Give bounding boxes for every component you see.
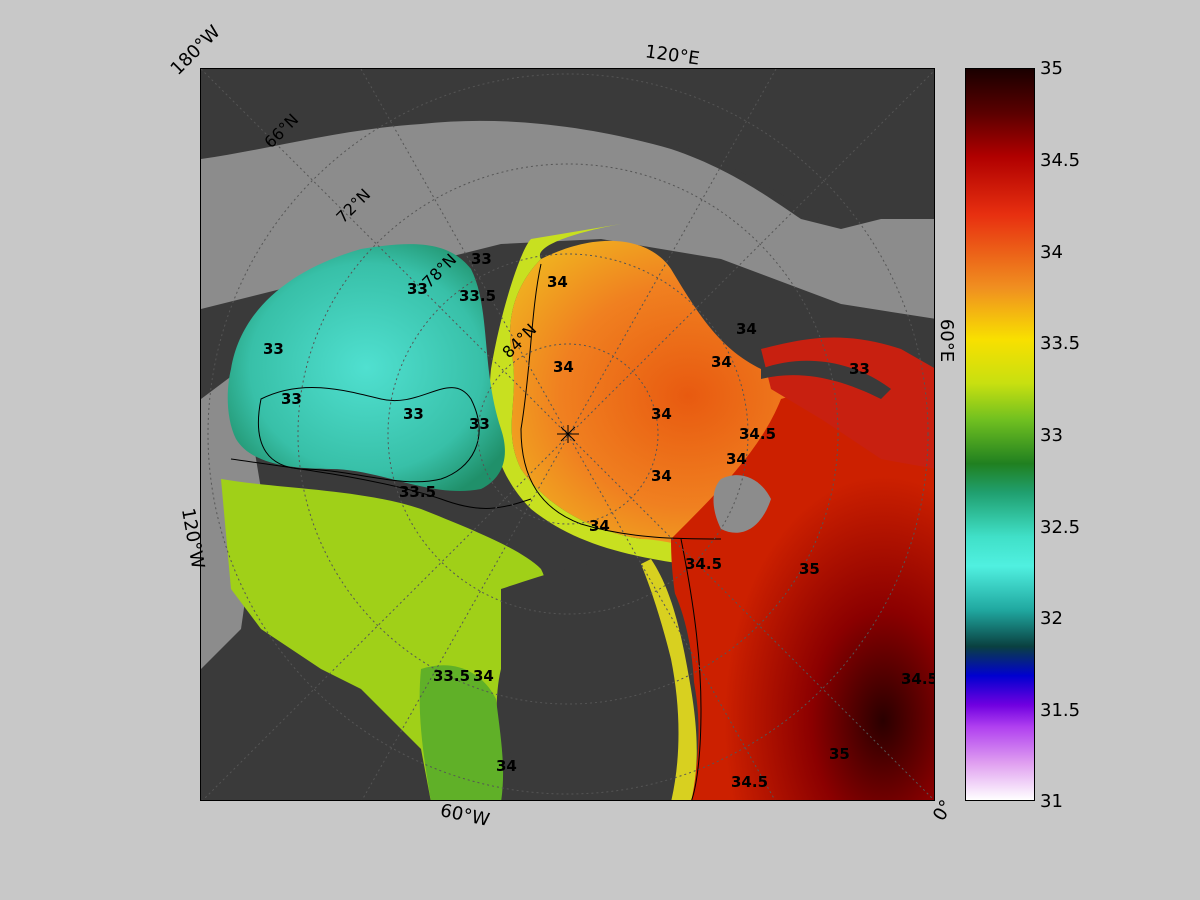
colorbar-tick: 32.5 (1040, 517, 1081, 538)
contour-label: 34 (473, 667, 494, 685)
map-panel: 66°N 72°N 78°N 84°N 33 33 33 33 33 33 33… (200, 68, 935, 801)
meridian-2 (202, 70, 934, 800)
greenland (501, 560, 695, 800)
contour-label: 34.5 (901, 670, 935, 688)
latitude-circle-72 (297, 163, 839, 705)
contour-label: 34 (553, 358, 574, 376)
contour-34 (520, 263, 722, 540)
colorbar-tick: 35 (1040, 58, 1063, 79)
contour-label: 33 (469, 415, 490, 433)
colorbar-tick: 32 (1040, 608, 1063, 629)
contour-label: 34 (496, 757, 517, 775)
salinity-map: 66°N 72°N 78°N 84°N 33 33 33 33 33 33 33… (201, 69, 935, 800)
contour-label: 33 (407, 280, 428, 298)
colorbar-tick: 34.5 (1040, 150, 1081, 171)
colorbar-tick: 31 (1040, 791, 1063, 812)
north-pole-marker (557, 425, 579, 443)
contour-label: 34 (589, 517, 610, 535)
colorbar-gradient (966, 69, 1034, 800)
novaya-zemlya (761, 360, 891, 399)
latitude-circle-66 (207, 73, 929, 795)
colorbar-tick: 33 (1040, 425, 1063, 446)
contour-label: 33.5 (399, 483, 436, 501)
meridian-1 (201, 69, 934, 800)
lon-label-120e: 120°E (643, 41, 701, 70)
contour-label: 34 (726, 450, 747, 468)
contour-label: 34.5 (739, 425, 776, 443)
contour-label: 34 (651, 467, 672, 485)
contour-label: 34 (651, 405, 672, 423)
contour-33-5 (230, 458, 532, 509)
east-greenland-current (641, 559, 697, 800)
eurasian-coast (621, 69, 934, 219)
contour-34-5 (680, 538, 702, 800)
latitude-circle-78 (387, 253, 749, 615)
contour-label: 34 (547, 273, 568, 291)
colorbar-tick: 31.5 (1040, 700, 1081, 721)
contour-label: 33 (471, 250, 492, 268)
contour-label: 33.5 (433, 667, 470, 685)
contour-label: 34 (736, 320, 757, 338)
colorbar-tick: 34 (1040, 242, 1063, 263)
contour-label: 34 (711, 353, 732, 371)
contour-label: 34.5 (731, 773, 768, 791)
svalbard (713, 475, 771, 533)
lon-label-60w: 60°W (438, 800, 492, 831)
lon-label-60e: 60°E (936, 318, 958, 363)
colorbar (965, 68, 1035, 801)
contour-label: 33 (403, 405, 424, 423)
contour-label: 33 (281, 390, 302, 408)
contour-label: 34.5 (685, 555, 722, 573)
beaufort-gyre (227, 244, 505, 492)
contour-label: 35 (829, 745, 850, 763)
contour-label: 33 (849, 360, 870, 378)
colorbar-tick: 33.5 (1040, 333, 1081, 354)
latitude-circle-84 (477, 343, 659, 525)
contour-label: 35 (799, 560, 820, 578)
contour-label: 33.5 (459, 287, 496, 305)
contour-label: 33 (263, 340, 284, 358)
baffin-bay (419, 665, 504, 800)
